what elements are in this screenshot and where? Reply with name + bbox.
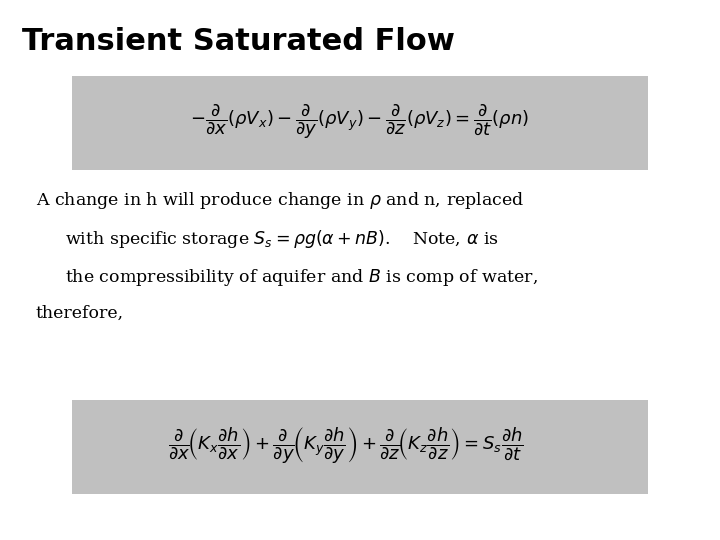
Text: $-\dfrac{\partial}{\partial x}(\rho V_x)-\dfrac{\partial}{\partial y}(\rho V_y)-: $-\dfrac{\partial}{\partial x}(\rho V_x)… (190, 102, 530, 141)
Text: Transient Saturated Flow: Transient Saturated Flow (22, 27, 454, 56)
Text: $\dfrac{\partial}{\partial x}\!\left(K_x\dfrac{\partial h}{\partial x}\right)+\d: $\dfrac{\partial}{\partial x}\!\left(K_x… (168, 425, 523, 466)
FancyBboxPatch shape (72, 400, 648, 494)
Text: therefore,: therefore, (36, 305, 124, 322)
Text: with specific storage $S_s = \rho g(\alpha + nB)$.    Note, $\alpha$ is: with specific storage $S_s = \rho g(\alp… (65, 228, 498, 251)
FancyBboxPatch shape (72, 76, 648, 170)
Text: the compressibility of aquifer and $B$ is comp of water,: the compressibility of aquifer and $B$ i… (65, 267, 538, 288)
Text: A change in h will produce change in $\rho$ and n, replaced: A change in h will produce change in $\r… (36, 190, 524, 211)
